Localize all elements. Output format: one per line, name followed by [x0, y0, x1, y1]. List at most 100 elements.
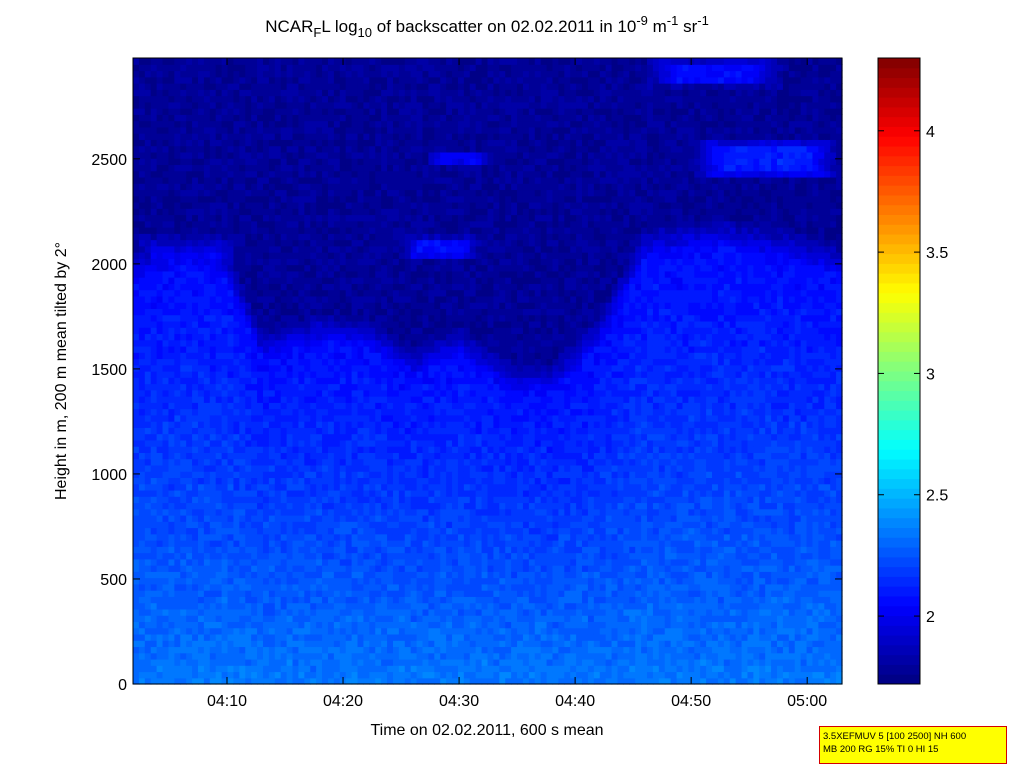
heatmap-cell [203, 496, 211, 504]
heatmap-cell [268, 145, 276, 153]
heatmap-cell [133, 527, 140, 535]
heatmap-cell [239, 408, 246, 416]
heatmap-cell [186, 396, 193, 403]
heatmap-cell [274, 264, 282, 272]
heatmap-cell [174, 627, 181, 635]
heatmap-cell [280, 458, 288, 466]
heatmap-cell [192, 214, 199, 222]
heatmap-cell [144, 458, 152, 466]
heatmap-cell [310, 345, 317, 353]
heatmap-cell [138, 646, 146, 654]
heatmap-cell [138, 339, 146, 347]
heatmap-cell [298, 220, 305, 228]
heatmap-cell [345, 352, 353, 360]
heatmap-cell [410, 133, 418, 140]
heatmap-cell [357, 446, 365, 453]
heatmap-cell [422, 389, 430, 397]
heatmap-cell [375, 289, 382, 297]
heatmap-cell [410, 76, 418, 84]
heatmap-cell [333, 464, 341, 472]
heatmap-cell [245, 402, 252, 410]
heatmap-cell [280, 270, 288, 278]
heatmap-cell [133, 471, 140, 479]
heatmap-cell [304, 408, 311, 416]
heatmap-cell [203, 665, 211, 673]
heatmap-cell [156, 108, 164, 115]
heatmap-cell [257, 320, 264, 328]
heatmap-cell [322, 64, 329, 72]
heatmap-cell [292, 421, 300, 428]
heatmap-cell [339, 358, 347, 366]
heatmap-cell [381, 396, 388, 403]
heatmap-cell [286, 239, 294, 247]
heatmap-cell [203, 377, 211, 385]
heatmap-cell [381, 502, 388, 510]
heatmap-cell [221, 596, 229, 604]
heatmap-cell [410, 314, 418, 322]
heatmap-cell [262, 233, 270, 241]
heatmap-cell [322, 508, 329, 516]
heatmap-cell [209, 270, 217, 278]
heatmap-cell [274, 89, 282, 97]
heatmap-cell [398, 227, 406, 234]
heatmap-cell [138, 621, 146, 629]
heatmap-cell [156, 283, 164, 291]
heatmap-cell [215, 220, 223, 228]
heatmap-cell [339, 421, 347, 428]
heatmap-cell [168, 540, 175, 547]
heatmap-cell [268, 314, 276, 322]
heatmap-cell [327, 521, 335, 529]
heatmap-cell [233, 615, 240, 622]
heatmap-cell [150, 615, 158, 622]
heatmap-cell [180, 83, 187, 90]
heatmap-cell [333, 389, 341, 397]
heatmap-cell [192, 164, 199, 172]
heatmap-cell [363, 477, 370, 485]
heatmap-cell [416, 227, 424, 234]
heatmap-cell [310, 483, 317, 491]
heatmap-cell [363, 471, 370, 479]
heatmap-cell [322, 402, 329, 410]
heatmap-cell [375, 521, 382, 529]
heatmap-cell [257, 571, 264, 579]
heatmap-cell [357, 665, 365, 673]
heatmap-cell [192, 439, 199, 447]
heatmap-cell [156, 646, 164, 654]
heatmap-cell [375, 439, 382, 447]
heatmap-cell [381, 220, 388, 228]
heatmap-cell [298, 89, 305, 97]
heatmap-cell [144, 671, 152, 679]
heatmap-cell [168, 602, 175, 610]
heatmap-cell [404, 633, 412, 641]
heatmap-cell [316, 139, 323, 147]
heatmap-cell [133, 189, 140, 197]
heatmap-cell [156, 295, 164, 303]
heatmap-cell [357, 58, 365, 65]
heatmap-cell [162, 183, 170, 191]
heatmap-cell [363, 70, 370, 78]
heatmap-cell [316, 608, 323, 616]
heatmap-cell [138, 302, 146, 309]
heatmap-cell [239, 590, 246, 597]
heatmap-cell [387, 615, 394, 622]
heatmap-cell [245, 201, 252, 209]
heatmap-cell [339, 108, 347, 115]
heatmap-cell [375, 658, 382, 666]
heatmap-cell [381, 264, 388, 272]
heatmap-cell [174, 189, 181, 197]
heatmap-cell [262, 477, 270, 485]
heatmap-cell [233, 201, 240, 209]
heatmap-cell [387, 508, 394, 516]
heatmap-cell [262, 151, 270, 159]
heatmap-cell [239, 433, 246, 441]
heatmap-cell [387, 364, 394, 372]
heatmap-cell [239, 389, 246, 397]
heatmap-cell [186, 139, 193, 147]
heatmap-cell [351, 289, 359, 297]
heatmap-cell [410, 308, 418, 316]
heatmap-cell [316, 151, 323, 159]
heatmap-cell [351, 583, 359, 591]
heatmap-cell [227, 258, 235, 266]
heatmap-cell [186, 302, 193, 309]
heatmap-cell [304, 345, 311, 353]
